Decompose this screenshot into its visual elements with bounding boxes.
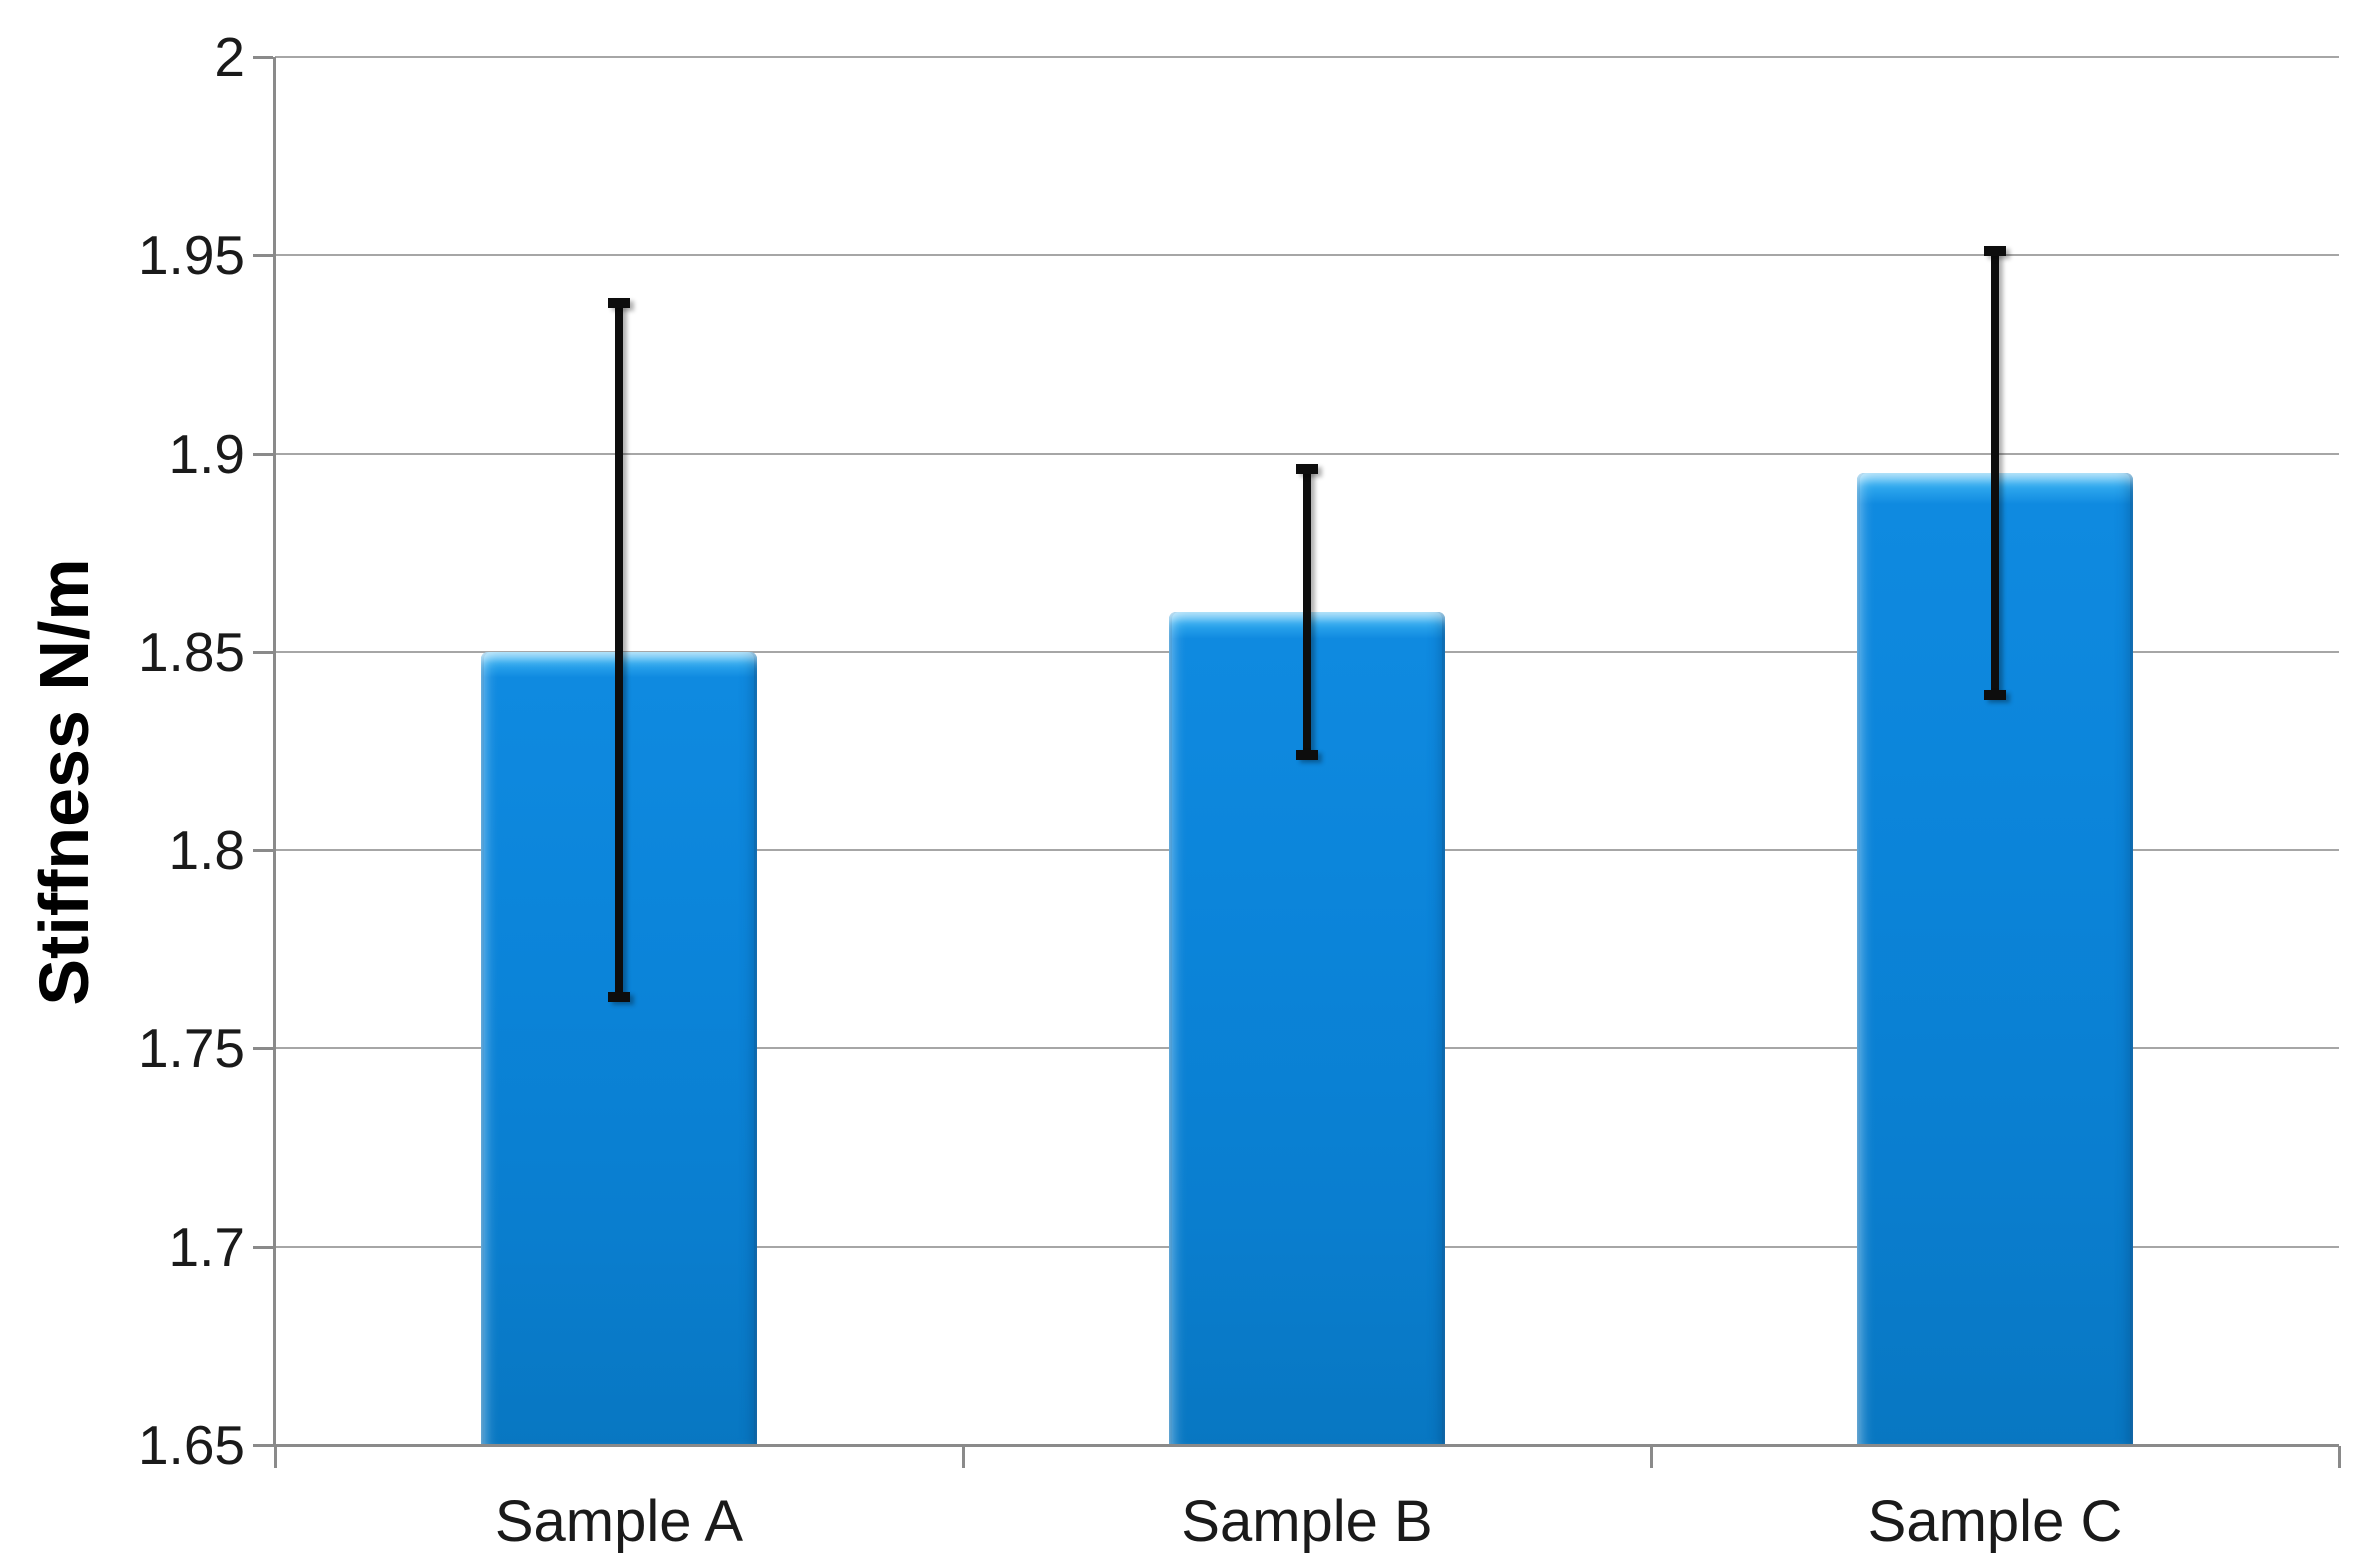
error-bar-line-sample-a — [615, 302, 623, 997]
y-gridline — [275, 56, 2339, 58]
error-bar-cap-bottom-sample-a — [608, 991, 630, 1002]
y-tick-label: 1.65 — [137, 1414, 245, 1476]
y-gridline — [275, 452, 2339, 455]
x-category-label-sample-a: Sample A — [494, 1489, 744, 1554]
error-bar-cap-top-sample-a — [608, 297, 630, 308]
y-tick-mark — [253, 1245, 273, 1249]
x-tick-mark — [274, 1446, 277, 1468]
y-tick-label: 1.8 — [168, 819, 245, 882]
y-tick-label: 1.7 — [168, 1215, 245, 1278]
y-tick-label: 2 — [214, 26, 245, 88]
y-gridline — [275, 254, 2339, 257]
error-bar-cap-bottom-sample-c — [1984, 690, 2006, 701]
error-bar-cap-bottom-sample-b — [1296, 749, 1318, 760]
x-tick-mark — [2338, 1446, 2341, 1468]
error-bar-cap-top-sample-c — [1984, 246, 2006, 257]
x-tick-mark — [962, 1446, 965, 1468]
y-tick-label: 1.95 — [137, 224, 245, 287]
y-tick-mark — [253, 452, 273, 456]
x-tick-mark — [1650, 1446, 1653, 1468]
y-tick-label: 1.85 — [137, 620, 245, 683]
error-bar-line-sample-c — [1991, 251, 1999, 696]
y-tick-mark — [253, 56, 273, 59]
error-bar-line-sample-b — [1303, 469, 1311, 755]
y-tick-label: 1.75 — [137, 1017, 245, 1080]
y-tick-mark — [253, 849, 273, 853]
x-category-label-sample-c: Sample C — [1867, 1489, 2123, 1554]
x-category-label-sample-b: Sample B — [1181, 1489, 1433, 1554]
y-axis-line — [273, 57, 276, 1447]
y-tick-mark — [253, 1444, 273, 1447]
x-axis-line — [275, 1444, 2339, 1447]
y-tick-label: 1.9 — [168, 422, 245, 485]
y-tick-mark — [253, 254, 273, 258]
error-bar-cap-top-sample-b — [1296, 464, 1318, 475]
y-tick-mark — [253, 650, 273, 654]
y-tick-mark — [253, 1047, 273, 1051]
